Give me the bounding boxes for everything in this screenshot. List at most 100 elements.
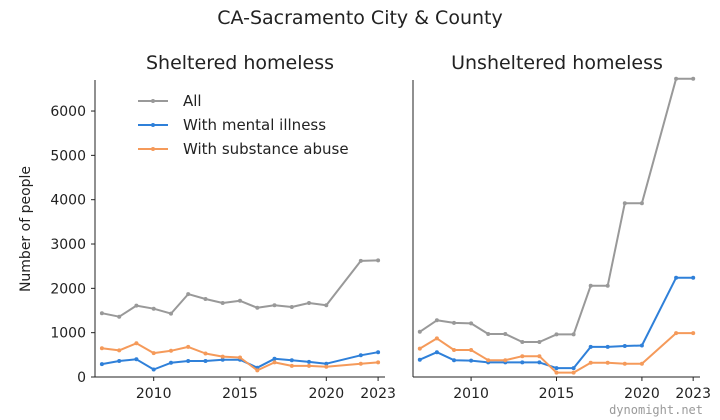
data-point-all xyxy=(324,303,329,308)
data-point-all xyxy=(503,332,508,336)
data-point-with-mental-illness xyxy=(605,344,610,349)
data-point-all xyxy=(307,301,311,305)
data-point-with-mental-illness xyxy=(417,357,422,362)
x-tick-label: 2023 xyxy=(360,386,396,402)
data-point-all xyxy=(639,201,644,206)
data-point-all xyxy=(272,303,277,308)
data-point-all xyxy=(520,340,525,344)
data-point-with-mental-illness xyxy=(272,356,277,361)
data-point-with-substance-abuse xyxy=(434,336,439,341)
data-point-all xyxy=(452,320,456,325)
data-point-with-substance-abuse xyxy=(674,331,679,336)
x-tick-label: 2010 xyxy=(136,386,172,402)
legend-marker-all xyxy=(151,99,155,103)
data-point-with-substance-abuse xyxy=(134,341,139,346)
y-tick-label: 3000 xyxy=(50,237,86,253)
data-point-all xyxy=(358,258,363,263)
data-point-with-mental-illness xyxy=(307,359,311,364)
data-point-with-substance-abuse xyxy=(520,354,525,359)
data-point-all xyxy=(186,292,191,297)
data-point-with-substance-abuse xyxy=(376,360,381,365)
data-point-with-substance-abuse xyxy=(169,348,173,353)
y-tick-label: 2000 xyxy=(50,281,86,297)
data-point-all xyxy=(571,332,576,337)
data-point-with-mental-illness xyxy=(134,357,139,362)
data-point-with-substance-abuse xyxy=(537,354,542,359)
data-point-all xyxy=(486,332,491,336)
data-point-with-mental-illness xyxy=(639,343,644,348)
data-point-all xyxy=(537,340,542,344)
series-line-all xyxy=(101,259,379,318)
legend-label-mental-illness: With mental illness xyxy=(183,116,326,134)
data-point-all xyxy=(691,76,696,81)
data-point-with-substance-abuse xyxy=(186,344,191,349)
data-point-with-mental-illness xyxy=(452,358,456,363)
legend-label-substance-abuse: With substance abuse xyxy=(183,140,349,158)
data-point-with-substance-abuse xyxy=(588,360,593,365)
data-point-all xyxy=(469,321,474,326)
sheltered-panel: 2010 2015 2020 2023 0 1000 2000 3000 4000 5000 600… xyxy=(50,80,396,402)
data-point-with-mental-illness xyxy=(434,350,439,355)
figure-title: CA-Sacramento City & County xyxy=(217,7,502,29)
x-tick-label: 2023 xyxy=(675,386,711,402)
data-point-with-substance-abuse xyxy=(151,351,156,356)
data-point-with-substance-abuse xyxy=(503,358,508,363)
data-point-with-substance-abuse xyxy=(622,361,627,366)
data-point-with-substance-abuse xyxy=(220,354,225,359)
watermark: dynomight.net xyxy=(609,403,703,417)
y-tick-label: 6000 xyxy=(50,104,86,120)
data-point-with-mental-illness xyxy=(151,367,156,372)
data-point-with-substance-abuse xyxy=(639,361,644,366)
y-tick-label: 0 xyxy=(77,370,86,386)
data-point-with-mental-illness xyxy=(376,350,381,355)
data-point-all xyxy=(605,283,610,288)
x-tick-label: 2010 xyxy=(453,386,489,402)
legend-label-all: All xyxy=(183,92,202,110)
legend-marker-substance-abuse xyxy=(151,147,155,151)
series-line-with-substance-abuse xyxy=(419,332,694,374)
data-point-with-substance-abuse xyxy=(469,348,474,352)
data-point-with-substance-abuse xyxy=(605,360,610,365)
data-point-all xyxy=(99,311,104,316)
data-point-all xyxy=(674,76,679,81)
data-point-with-mental-illness xyxy=(203,359,208,363)
data-point-with-mental-illness xyxy=(324,361,329,366)
x-tick-label: 2020 xyxy=(624,386,660,402)
series-line-with-mental-illness xyxy=(101,351,379,371)
data-point-all xyxy=(622,201,627,206)
data-point-with-mental-illness xyxy=(289,358,294,363)
series-line-all xyxy=(419,77,694,343)
data-point-all xyxy=(255,305,260,310)
x-tick-label: 2015 xyxy=(539,386,575,402)
unsheltered-panel: 2010 2015 2020 2023 xyxy=(412,76,711,402)
data-point-with-substance-abuse xyxy=(203,351,208,356)
data-point-all xyxy=(417,329,422,334)
data-point-with-substance-abuse xyxy=(571,370,576,375)
data-point-all xyxy=(289,305,294,309)
data-point-with-mental-illness xyxy=(169,360,173,365)
data-point-with-substance-abuse xyxy=(117,348,122,353)
y-tick-label: 4000 xyxy=(50,193,86,209)
data-point-with-substance-abuse xyxy=(691,331,696,336)
data-point-with-substance-abuse xyxy=(255,368,260,373)
data-point-with-substance-abuse xyxy=(324,364,329,369)
data-point-with-mental-illness xyxy=(674,275,679,280)
legend: All With mental illness With substance a… xyxy=(138,92,349,158)
data-point-with-mental-illness xyxy=(99,362,104,367)
data-point-with-mental-illness xyxy=(186,359,191,363)
data-point-with-substance-abuse xyxy=(307,363,311,368)
series-line-with-substance-abuse xyxy=(101,342,379,372)
data-point-all xyxy=(151,306,156,311)
data-point-all xyxy=(554,332,559,337)
x-tick-label: 2015 xyxy=(222,386,258,402)
data-point-all xyxy=(376,258,381,263)
data-point-with-mental-illness xyxy=(469,358,474,363)
data-point-with-mental-illness xyxy=(117,359,122,363)
data-point-with-mental-illness xyxy=(622,344,627,348)
y-tick-label: 5000 xyxy=(50,148,86,164)
data-point-with-substance-abuse xyxy=(358,361,363,366)
data-point-all xyxy=(169,311,173,316)
data-point-with-substance-abuse xyxy=(417,346,422,351)
data-point-with-substance-abuse xyxy=(289,363,294,368)
data-point-with-mental-illness xyxy=(537,360,542,365)
